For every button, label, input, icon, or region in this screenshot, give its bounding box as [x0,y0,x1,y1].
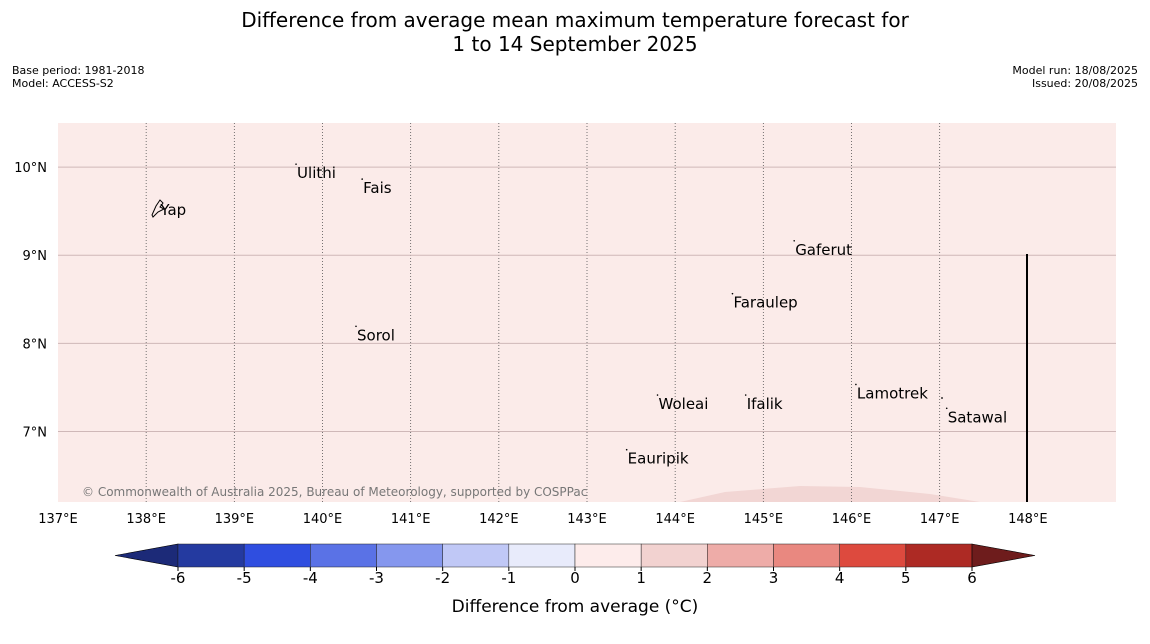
lon-tick-label: 146°E [832,512,872,527]
lat-tick-label: 9°N [23,249,48,264]
place-marker [656,394,659,396]
place-label-gaferut: Gaferut [795,241,852,259]
place-label-satawal: Satawal [948,408,1007,426]
lat-tick-label: 10°N [14,161,47,176]
place-label-eauripik: Eauripik [628,450,689,468]
colorbar-tick-label: -6 [171,569,186,587]
title-line-1: Difference from average mean maximum tem… [241,8,909,32]
colorbar-segment [640,543,708,568]
place-marker [793,240,795,242]
lon-tick-label: 148°E [1008,512,1048,527]
lat-tick-label: 8°N [23,337,48,352]
colorbar-segment [773,543,840,568]
place-marker [361,178,363,180]
place-marker [355,325,357,328]
colorbar-segment [243,543,311,568]
colorbar-tick-label: 1 [636,569,646,587]
colorbar-tick-label: 6 [967,569,977,587]
map-title: Difference from average mean maximum tem… [0,8,1150,56]
colorbar-segment [905,543,973,568]
colorbar-segment [574,543,642,568]
warm-anomaly-patch [680,486,980,502]
place-marker [945,407,948,410]
model-name: Model: ACCESS-S2 [12,77,114,90]
lon-tick-label: 138°E [126,512,166,527]
place-label-fais: Fais [363,179,392,197]
place-marker [731,292,734,295]
lon-tick-label: 139°E [215,512,255,527]
place-label-sorol: Sorol [357,326,395,344]
colorbar-tick-label: -5 [237,569,252,587]
colorbar-under-arrow [114,543,179,568]
colorbar-label: Difference from average (°C) [452,597,699,617]
place-marker [625,448,628,451]
colorbar-over-arrow [971,543,1036,568]
meta-left: Base period: 1981-2018 Model: ACCESS-S2 [12,64,144,90]
colorbar-tick-label: -1 [501,569,516,587]
colorbar-segment [177,543,245,568]
lon-tick-label: 137°E [38,512,78,527]
model-run: Model run: 18/08/2025 [1012,64,1138,77]
colorbar-tick-label: 3 [769,569,779,587]
place-label-ifalik: Ifalik [747,395,783,413]
place-label-faraulep: Faraulep [733,294,797,312]
colorbar-segment [508,543,576,568]
longitude-ticks: 137°E 138°E 139°E 140°E 141°E 142°E 143°E 144°E… [38,512,1047,527]
colorbar-tick-label: -3 [369,569,384,587]
colorbar-tick-label: 2 [703,569,713,587]
place-label-lamotrek: Lamotrek [857,384,928,402]
colorbar-tick-label: 5 [901,569,911,587]
lon-tick-label: 140°E [303,512,343,527]
grid-lines [58,123,1116,502]
colorbar-segment [707,543,774,568]
copyright-notice: © Commonwealth of Australia 2025, Bureau… [82,485,587,499]
lon-tick-label: 145°E [744,512,784,527]
latitude-ticks: 10°N 9°N 8°N 7°N [14,161,47,440]
title-line-2: 1 to 14 September 2025 [452,32,698,56]
colorbar-segment [376,543,443,568]
colorbar-tick-label: 0 [570,569,580,587]
island-dot [941,397,943,399]
place-labels: Yap Ulithi Fais Gaferut Faraulep Sorol Lamotre… [159,163,1007,468]
colorbar-segment [442,543,510,568]
colorbar-segment [310,543,377,568]
yap-island [151,199,166,218]
colorbar-tick-label: -2 [435,569,450,587]
colorbar: -6 -5 -4 -3 -2 -1 0 1 2 3 4 5 6 [114,543,1036,587]
lon-tick-label: 142°E [479,512,519,527]
lon-tick-label: 144°E [655,512,695,527]
lon-tick-label: 147°E [920,512,960,527]
place-marker [744,394,747,396]
lat-tick-label: 7°N [23,425,48,440]
place-label-ulithi: Ulithi [297,164,336,182]
place-label-yap: Yap [159,201,186,219]
place-label-woleai: Woleai [659,395,709,413]
colorbar-segment [839,543,907,568]
meta-right: Model run: 18/08/2025 Issued: 20/08/2025 [1012,64,1138,90]
lon-tick-label: 141°E [391,512,431,527]
place-marker [295,163,297,165]
colorbar-tick-label: -4 [303,569,318,587]
base-period: Base period: 1981-2018 [12,64,145,77]
lon-tick-label: 143°E [567,512,607,527]
place-marker [855,383,857,386]
issued-date: Issued: 20/08/2025 [1031,77,1138,90]
colorbar-tick-label: 4 [835,569,845,587]
